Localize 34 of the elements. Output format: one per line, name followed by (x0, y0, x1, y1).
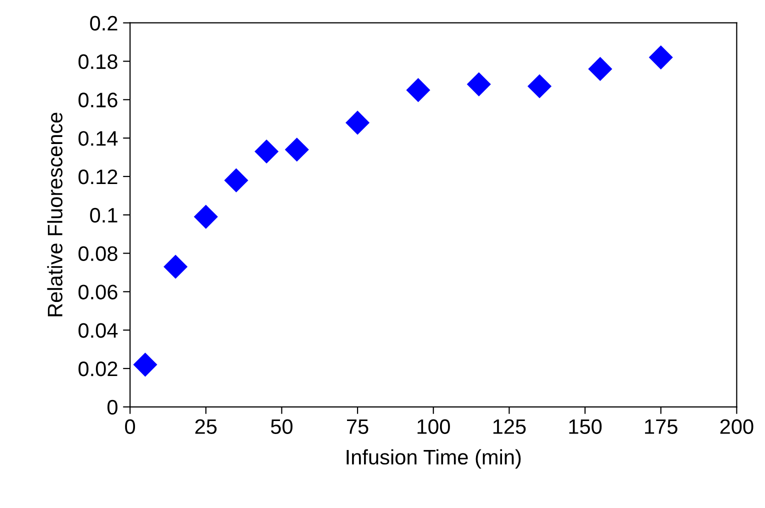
point (528, 74, 552, 98)
y-tick-label: 0.1 (90, 208, 118, 223)
point (194, 204, 218, 229)
x-tick-label: 50 (270, 419, 292, 434)
point (588, 56, 612, 81)
x-tick-label: 75 (347, 419, 368, 434)
point (284, 138, 309, 162)
y-tick-label: 0.02 (78, 362, 118, 376)
x-tick-label: 175 (645, 419, 678, 434)
y-tick-label: 0.18 (78, 54, 118, 70)
point (406, 78, 430, 102)
y-tick-label: 0.2 (90, 16, 118, 31)
y-tick-label: 0.12 (78, 169, 118, 184)
point (466, 72, 491, 96)
x-tick-label: 25 (195, 419, 217, 434)
x-tick-label: 0 (125, 419, 136, 434)
x-tick-label: 150 (569, 419, 602, 434)
y-tick-label: 0.08 (78, 246, 118, 262)
y-tick-label: 0.04 (78, 323, 118, 338)
point (254, 139, 279, 164)
x-tick-label: 200 (720, 419, 754, 434)
y-axis-title: Relative Fluorescence (47, 112, 62, 316)
x-axis-title: Infusion Time (min) (346, 449, 521, 469)
point (164, 254, 188, 279)
x-tick-label: 100 (418, 419, 450, 434)
y-tick-label: 0.14 (78, 131, 118, 146)
x-tick-label: 125 (493, 419, 526, 434)
point (133, 352, 158, 377)
point (346, 110, 370, 135)
y-tick-label: 0.16 (78, 92, 118, 108)
y-tick-label: 0.06 (78, 284, 118, 300)
point (648, 45, 673, 70)
y-tick-label: 0 (107, 400, 118, 415)
point (224, 168, 248, 192)
